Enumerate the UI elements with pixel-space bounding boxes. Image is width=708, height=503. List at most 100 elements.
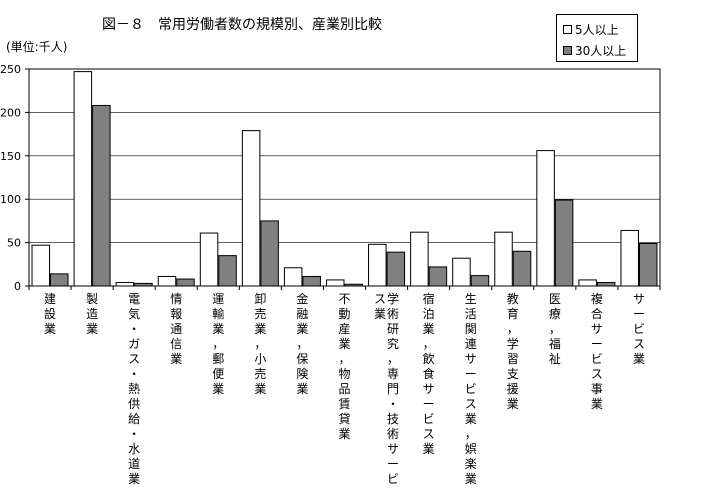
svg-text:ガ: ガ [128,337,140,351]
bar-series-1 [326,279,345,287]
svg-text:業: 業 [296,382,308,396]
svg-text:業: 業 [170,352,182,366]
svg-text:給: 給 [128,412,140,426]
svg-text:業: 業 [254,322,266,336]
svg-text:・: ・ [128,322,140,336]
svg-text:卸: 卸 [254,291,266,306]
y-tick-label: 100 [0,193,21,206]
bar-series-1 [115,282,135,287]
svg-text:業: 業 [44,322,56,336]
svg-text:サ: サ [591,322,603,336]
x-tick-label: 電気・ガス・熱供給・水道業 [128,292,140,486]
svg-text:融: 融 [296,307,308,321]
legend-swatch-series-2 [563,46,572,55]
svg-text:製: 製 [86,292,98,306]
svg-text:，: ， [296,337,308,351]
svg-text:支: 支 [507,367,519,381]
bar-series-1 [283,267,303,287]
svg-text:情: 情 [170,292,182,306]
svg-text:泊: 泊 [423,307,435,321]
svg-text:ス: ス [633,337,645,351]
svg-text:福: 福 [549,336,561,351]
svg-text:輸: 輸 [212,306,224,321]
svg-text:医: 医 [549,292,561,306]
x-tick-label: 建設業 [44,292,56,336]
bar-series-1 [241,130,261,287]
svg-text:通: 通 [170,322,182,336]
svg-text:郵: 郵 [212,352,224,366]
x-tick-label: 卸売業，小売業 [254,291,266,396]
svg-text:，: ， [423,337,435,351]
bar-series-1 [157,275,177,287]
svg-text:，: ， [212,337,224,351]
bar-series-2 [176,278,195,287]
svg-text:業: 業 [591,397,603,411]
svg-text:産: 産 [338,321,350,336]
svg-text:・: ・ [128,367,140,381]
legend-item-series-1: 5人以上 [563,21,619,38]
svg-text:供: 供 [128,397,140,411]
bar-series-2 [260,220,279,287]
bar-series-2 [386,251,406,287]
svg-text:業: 業 [296,322,308,336]
svg-text:事: 事 [591,382,603,396]
svg-text:ス: ス [591,367,603,381]
bar-series-1 [494,231,513,287]
y-tick-label: 50 [7,237,21,250]
svg-text:習: 習 [507,352,519,366]
svg-text:不: 不 [338,292,350,306]
svg-text:業: 業 [212,382,224,396]
y-tick-label: 250 [0,63,21,76]
svg-text:ビ: ビ [423,412,435,426]
legend-label-series-2: 30人以上 [575,44,627,58]
x-tick-label: 製造業 [86,292,98,336]
bar-series-2 [344,283,363,287]
bar-series-2 [596,282,616,287]
x-tick-label: 医療，福祉 [549,292,561,366]
svg-text:賃: 賃 [338,396,350,411]
svg-text:ー: ー [633,307,645,321]
bar-series-2 [470,275,490,287]
svg-text:ビ: ビ [591,352,603,366]
svg-text:学: 学 [387,291,399,306]
unit-label: (単位:千人) [6,40,68,54]
svg-text:専: 専 [387,367,399,381]
svg-text:術: 術 [387,307,399,321]
svg-text:関: 関 [465,322,477,336]
svg-text:業: 業 [465,412,477,426]
svg-text:熱: 熱 [128,382,140,396]
svg-text:サ: サ [633,292,645,306]
svg-text:，: ， [254,337,266,351]
svg-text:水: 水 [128,442,140,456]
svg-text:援: 援 [507,382,519,396]
bar-series-2 [638,242,658,287]
chart-title: 図－８ 常用労働者数の規模別、産業別比較 [102,17,382,33]
bar-series-1 [368,243,387,287]
svg-text:ス: ス [465,397,477,411]
bar-series-1 [578,279,597,287]
svg-text:保: 保 [296,352,308,366]
svg-text:飲: 飲 [423,351,435,366]
svg-text:業: 業 [128,472,140,486]
bar-series-2 [554,199,574,287]
svg-text:育: 育 [507,306,519,321]
svg-text:道: 道 [128,457,140,471]
svg-text:運: 運 [212,292,224,306]
bar-series-2 [428,266,448,287]
svg-text:楽: 楽 [465,457,477,471]
bar-series-2 [134,282,153,287]
svg-text:，: ， [549,322,561,336]
svg-text:究: 究 [387,336,399,351]
svg-text:便: 便 [212,367,224,381]
svg-text:金: 金 [296,291,308,306]
legend-swatch-series-1 [563,25,572,34]
svg-text:・: ・ [128,427,140,441]
svg-text:ス: ス [423,427,435,441]
svg-text:療: 療 [549,307,561,321]
svg-text:食: 食 [423,366,435,381]
